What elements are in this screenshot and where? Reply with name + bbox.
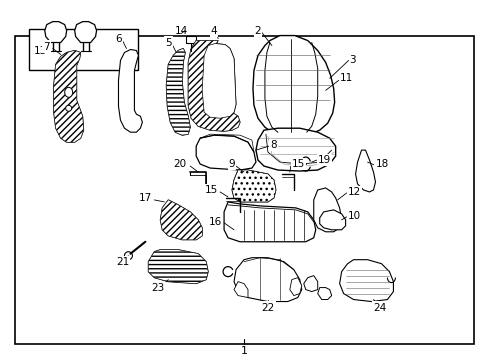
Text: 17: 17	[139, 193, 152, 203]
Polygon shape	[54, 50, 83, 142]
Polygon shape	[289, 278, 301, 296]
Polygon shape	[355, 150, 375, 192]
Polygon shape	[234, 282, 247, 298]
Text: 12: 12	[347, 187, 360, 197]
Text: 7: 7	[43, 41, 50, 51]
Text: 8: 8	[269, 140, 276, 150]
Text: 22: 22	[261, 302, 274, 312]
Polygon shape	[188, 41, 240, 131]
Polygon shape	[202, 44, 236, 118]
Text: 21: 21	[116, 257, 129, 267]
Polygon shape	[45, 22, 66, 42]
Text: 2: 2	[254, 26, 261, 36]
Polygon shape	[166, 49, 190, 135]
Polygon shape	[148, 250, 208, 284]
Text: 16: 16	[208, 217, 222, 227]
Polygon shape	[232, 170, 275, 202]
Polygon shape	[160, 200, 202, 240]
Ellipse shape	[124, 252, 132, 260]
Text: 10: 10	[347, 211, 360, 221]
Bar	[29, 28, 138, 71]
Polygon shape	[255, 128, 335, 171]
Text: 19: 19	[317, 155, 330, 165]
Text: 3: 3	[349, 55, 355, 66]
Polygon shape	[224, 202, 315, 242]
Polygon shape	[317, 288, 331, 300]
Polygon shape	[188, 41, 240, 131]
Polygon shape	[339, 260, 393, 302]
Text: 15: 15	[204, 185, 218, 195]
Polygon shape	[313, 188, 341, 232]
Text: 13: 13	[34, 45, 47, 55]
Polygon shape	[234, 258, 301, 302]
Text: 14: 14	[175, 26, 188, 36]
Polygon shape	[148, 250, 208, 284]
Text: 11: 11	[339, 73, 352, 84]
Text: 5: 5	[164, 37, 171, 48]
Text: 9: 9	[228, 159, 235, 169]
Text: 24: 24	[372, 302, 386, 312]
Polygon shape	[252, 36, 334, 135]
Text: 6: 6	[115, 33, 122, 44]
Text: 18: 18	[375, 159, 388, 169]
Polygon shape	[160, 200, 202, 240]
Polygon shape	[75, 22, 96, 42]
Polygon shape	[54, 50, 83, 142]
Polygon shape	[202, 44, 236, 118]
Ellipse shape	[65, 105, 72, 111]
Polygon shape	[232, 170, 275, 202]
Bar	[15, 36, 473, 345]
Polygon shape	[186, 36, 196, 42]
Polygon shape	[166, 49, 190, 135]
Text: 23: 23	[151, 283, 164, 293]
Polygon shape	[118, 50, 142, 132]
Text: 1: 1	[240, 346, 247, 356]
Text: 4: 4	[210, 26, 217, 36]
Polygon shape	[196, 135, 255, 170]
Polygon shape	[319, 210, 345, 230]
Ellipse shape	[64, 87, 73, 97]
Text: 15: 15	[291, 159, 305, 169]
Text: 20: 20	[173, 159, 186, 169]
Polygon shape	[303, 276, 317, 292]
